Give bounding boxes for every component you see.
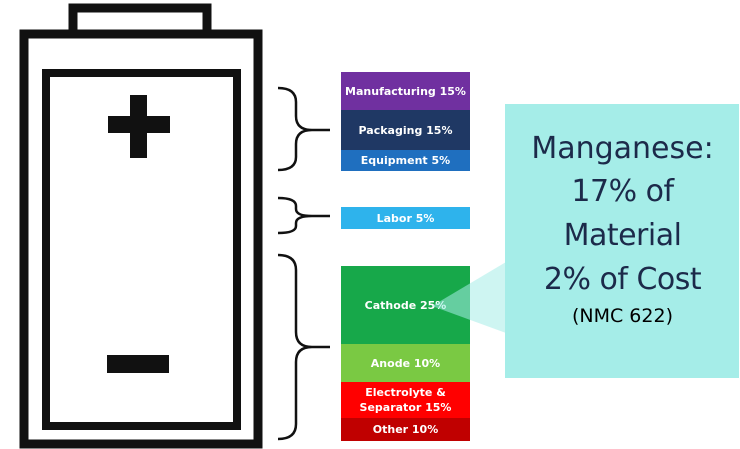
segment-anode: Anode 10% — [341, 344, 470, 382]
callout-line-3: 2% of Cost — [543, 262, 702, 297]
callout-text: Manganese: 17% of Material 2% of Cost (N… — [505, 128, 740, 329]
minus-icon — [107, 355, 169, 373]
plus-icon — [108, 95, 170, 158]
segment-other: Other 10% — [341, 418, 470, 441]
bracket-top — [277, 86, 330, 172]
callout-note: (NMC 622) — [571, 305, 673, 327]
segment-packaging: Packaging 15% — [341, 110, 470, 150]
segment-cathode: Cathode 25% — [341, 266, 470, 344]
bracket-bottom — [277, 253, 330, 441]
segment-electrolyte: Electrolyte & Separator 15% — [341, 382, 470, 418]
callout-line-1: 17% of — [571, 174, 674, 209]
battery-inner-frame — [42, 69, 241, 430]
bracket-middle — [277, 196, 330, 235]
segment-manufacturing: Manufacturing 15% — [341, 72, 470, 110]
callout-line-2: Material — [563, 218, 682, 253]
callout-title: Manganese: — [531, 131, 714, 166]
segment-labor: Labor 5% — [341, 207, 470, 229]
segment-equipment: Equipment 5% — [341, 150, 470, 171]
battery-icon — [19, 29, 263, 449]
callout-box — [505, 104, 739, 378]
